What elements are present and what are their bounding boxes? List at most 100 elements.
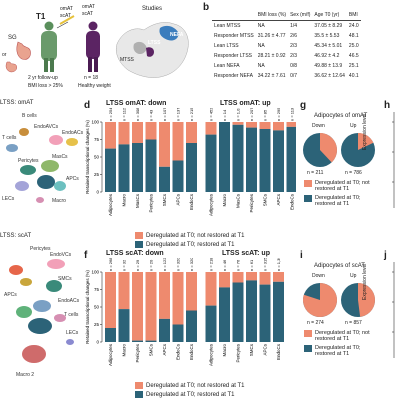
- panel-c-label: LTSS: omAT: [0, 100, 34, 106]
- table-cell: 46.92 ± 4.2: [314, 53, 340, 59]
- pie-scat: [303, 283, 375, 317]
- y-tick-label: 25: [94, 322, 100, 327]
- table-cell: 31.26 ± 4.77: [257, 33, 286, 39]
- bar-restored: [259, 129, 271, 192]
- panel-j-axis: [392, 262, 395, 358]
- panel-i-up: Up: [350, 273, 357, 279]
- umap-cell-label: EndoVCs: [50, 252, 72, 258]
- umap-cell-label: Macro 2: [16, 372, 35, 378]
- person-t1-icon: [41, 21, 57, 72]
- bar-not-restored: [259, 122, 271, 129]
- y-tick-label: 25: [94, 172, 100, 177]
- bar-not-restored: [118, 272, 130, 310]
- scat-marker: [59, 15, 75, 25]
- panel-d-legend: Deregulated at T0; not restored at T1 De…: [135, 232, 245, 248]
- table-cell: 40.1: [348, 73, 359, 79]
- bar-restored: [118, 309, 130, 342]
- bar-restored: [273, 130, 284, 192]
- table-cell: 0/7: [290, 73, 298, 79]
- healthy-label: Healthy weight: [78, 83, 111, 89]
- umap-scat: [9, 259, 74, 363]
- table-cell: Responder NEFA: [214, 73, 253, 79]
- legend-swatch-restored: [135, 241, 143, 249]
- bar-restored: [132, 143, 143, 192]
- y-tick-label: 0: [96, 340, 99, 345]
- table-cell: Responder LTSS: [214, 53, 252, 59]
- table-row: Lean LTSS NA 2/3 45.34 ± 5.01 25.0: [212, 41, 361, 51]
- table-cell: 0/8: [290, 63, 298, 69]
- bar-not-restored: [286, 122, 296, 127]
- table-cell: 24.0: [348, 23, 359, 29]
- bar-n-label: n = 137: [176, 108, 181, 121]
- bar-not-restored: [172, 272, 184, 325]
- umap-cell-label: T cells: [2, 135, 17, 141]
- x-tick-label: Adipocytes: [108, 343, 113, 366]
- y-tick-label: 50: [94, 305, 100, 310]
- umap-cell-label: Macro: [52, 198, 66, 204]
- panel-d-letter: d: [84, 100, 91, 111]
- panel-h-axis: [392, 112, 395, 208]
- umap-cell-label: APCs: [66, 176, 79, 182]
- t1-label: T1: [36, 12, 46, 21]
- panel-g-up: Up: [350, 123, 357, 129]
- table-cell: 1/4: [290, 23, 298, 29]
- cohort-table: BMI loss (%) Sex (m/f) Age T0 (yr) BMI Lean…: [212, 10, 361, 81]
- table-header-cell: BMI: [346, 10, 361, 21]
- bar-n-label: n = 43: [149, 109, 154, 121]
- y-tick-label: 100: [91, 270, 99, 275]
- table-cell: 35.5 ± 5.53: [314, 33, 340, 39]
- stomach-icon-2: [5, 61, 18, 73]
- umap-omat: [6, 128, 78, 203]
- umap-cell-label: T cells: [64, 312, 79, 318]
- bar-not-restored: [205, 122, 217, 135]
- bar-not-restored: [259, 272, 271, 285]
- x-tick-label: EndoCs: [290, 193, 295, 210]
- panel-i-letter: i: [300, 250, 303, 261]
- pie-g-legend-restored: Deregulated at T0; restored at T1: [315, 195, 361, 207]
- bar-not-restored: [186, 122, 197, 143]
- table-cell: 28.21 ± 0.92: [257, 53, 286, 59]
- map-ltss-label: LTSS: [148, 40, 161, 46]
- table-header-cell: Sex (m/f): [288, 10, 313, 21]
- bar-n-label: n = 268: [108, 258, 113, 271]
- bar-restored: [186, 310, 197, 342]
- bar-not-restored: [232, 272, 244, 283]
- x-tick-label: Macro: [122, 344, 127, 357]
- x-tick-label: Pericytes: [236, 343, 241, 362]
- table-cell: 2/3: [290, 43, 298, 49]
- bar-n-label: n = 218: [209, 258, 214, 271]
- pie-g-swatch-not: [304, 180, 312, 187]
- table-cell: Lean NEFA: [214, 63, 240, 69]
- pie-i-legend-restored: Deregulated at T0; restored at T1: [315, 345, 361, 357]
- pie-omat: [303, 133, 375, 167]
- table-cell: NA: [257, 43, 265, 49]
- x-tick-label: Pericytes: [135, 343, 140, 362]
- bar-n-label: n = 254: [108, 108, 113, 121]
- pie-slice-not-restored: [358, 133, 374, 150]
- panel-g-down: Down: [312, 123, 325, 129]
- panel-g-letter: g: [300, 100, 307, 111]
- umap-cell-label: Pericytes: [30, 246, 51, 252]
- x-tick-label: APCs: [162, 343, 167, 355]
- y-tick-label: 75: [94, 137, 100, 142]
- bar-restored: [172, 160, 184, 192]
- bar-n-label: n = 14: [222, 109, 227, 121]
- followup-label: 2 yr follow-up: [28, 75, 58, 81]
- table-cell: 25.0: [348, 43, 359, 49]
- panel-j-ylabel: Expression level: [362, 263, 368, 300]
- table-row: Lean MTSS NA 1/4 37.05 ± 8.29 24.0: [212, 21, 361, 32]
- bar-n-label: n = 295: [276, 108, 281, 121]
- bar-not-restored: [205, 272, 217, 306]
- y-tick-label: 100: [91, 120, 99, 125]
- table-cell: 37.05 ± 8.29: [314, 23, 343, 29]
- x-tick-label: MasCs: [236, 193, 241, 208]
- legend-restored-label-f: Deregulated at T0; restored at T1: [146, 392, 235, 399]
- pie-slice-not-restored: [320, 133, 337, 163]
- table-cell: 45.34 ± 5.01: [314, 43, 343, 49]
- table-header-cell: Age T0 (yr): [312, 10, 347, 21]
- panel-j-letter: j: [384, 250, 387, 261]
- panel-i-title: Adipocytes of scAT: [314, 263, 365, 269]
- bar-not-restored: [186, 272, 197, 311]
- bar-n-label: n = 85: [263, 109, 268, 121]
- bar-n-label: n = 122: [162, 258, 167, 271]
